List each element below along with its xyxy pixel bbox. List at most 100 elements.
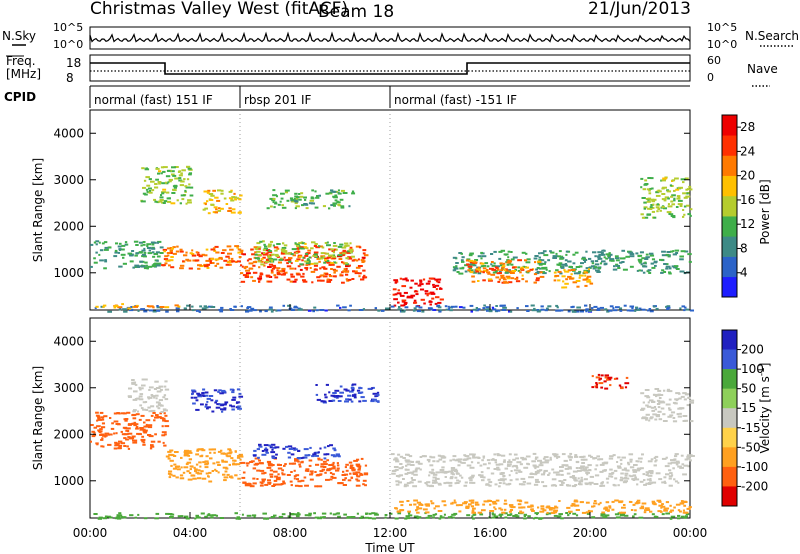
range-gate-cell: [416, 508, 419, 511]
range-gate-cell: [456, 271, 460, 273]
range-gate-cell: [117, 514, 123, 517]
range-gate-cell: [131, 382, 136, 385]
range-gate-cell: [143, 267, 149, 270]
range-gate-cell: [156, 259, 159, 262]
range-gate-cell: [406, 471, 411, 474]
range-gate-cell: [474, 503, 480, 506]
range-gate-cell: [228, 207, 232, 210]
range-gate-cell: [351, 192, 356, 195]
range-gate-cell: [271, 199, 276, 202]
range-gate-cell: [459, 267, 464, 270]
range-gate-cell: [326, 241, 329, 244]
range-gate-cell: [619, 307, 623, 310]
range-gate-cell: [241, 513, 244, 516]
range-gate-cell: [337, 455, 341, 458]
range-gate-cell: [645, 418, 648, 421]
range-gate-cell: [684, 515, 689, 518]
range-gate-cell: [371, 387, 374, 390]
range-gate-cell: [507, 514, 512, 517]
range-gate-cell: [103, 241, 108, 244]
range-gate-cell: [337, 189, 340, 192]
range-gate-cell: [399, 500, 404, 503]
range-gate-cell: [95, 251, 98, 254]
range-gate-cell: [536, 271, 542, 273]
range-gate-cell: [502, 265, 506, 268]
range-gate-cell: [236, 260, 242, 263]
range-gate-cell: [669, 414, 674, 417]
range-gate-cell: [575, 514, 579, 517]
range-gate-cell: [247, 309, 253, 312]
range-gate-cell: [276, 195, 279, 198]
range-gate-cell: [225, 263, 230, 266]
range-gate-cell: [682, 192, 687, 195]
range-gate-cell: [443, 456, 447, 459]
range-gate-cell: [132, 439, 135, 442]
range-gate-cell: [427, 514, 433, 517]
range-gate-cell: [302, 456, 305, 459]
range-gate-cell: [471, 481, 476, 484]
range-gate-cell: [397, 308, 403, 311]
range-gate-cell: [525, 261, 531, 264]
range-gate-cell: [404, 517, 408, 520]
range-gate-cell: [558, 513, 563, 516]
range-gate-cell: [142, 430, 147, 433]
range-gate-cell: [639, 261, 642, 264]
range-gate-cell: [312, 310, 315, 313]
range-gate-cell: [176, 468, 181, 471]
range-gate-cell: [463, 501, 468, 504]
range-gate-cell: [671, 194, 676, 197]
range-gate-cell: [684, 306, 687, 309]
range-gate-cell: [403, 291, 408, 294]
range-gate-cell: [504, 516, 508, 519]
range-gate-cell: [309, 199, 315, 202]
range-gate-cell: [297, 512, 300, 515]
range-gate-cell: [412, 470, 418, 473]
range-gate-cell: [238, 395, 244, 398]
range-gate-cell: [536, 309, 539, 311]
range-gate-cell: [96, 419, 99, 422]
range-gate-cell: [326, 244, 331, 247]
range-gate-cell: [495, 265, 501, 268]
range-gate-cell: [521, 278, 525, 281]
range-gate-cell: [432, 286, 436, 288]
range-gate-cell: [332, 254, 336, 257]
range-gate-cell: [259, 310, 262, 313]
range-gate-cell: [152, 263, 156, 266]
range-gate-cell: [491, 516, 496, 519]
range-gate-cell: [133, 240, 139, 243]
range-gate-cell: [593, 500, 597, 502]
range-gate-cell: [595, 383, 599, 386]
range-gate-cell: [147, 406, 151, 409]
range-gate-cell: [292, 462, 296, 465]
range-gate-cell: [572, 476, 577, 479]
range-gate-cell: [414, 290, 417, 293]
range-gate-cell: [344, 477, 347, 480]
range-gate-cell: [342, 261, 345, 264]
range-gate-cell: [494, 483, 498, 486]
range-gate-cell: [662, 420, 668, 422]
range-gate-cell: [150, 394, 154, 396]
range-gate-cell: [153, 253, 159, 255]
range-gate-cell: [185, 463, 189, 466]
range-gate-cell: [634, 309, 637, 312]
range-gate-cell: [610, 475, 614, 478]
range-gate-cell: [384, 516, 387, 519]
range-gate-cell: [431, 297, 435, 300]
range-gate-cell: [514, 268, 518, 271]
range-gate-cell: [284, 189, 290, 192]
range-gate-cell: [172, 189, 177, 192]
range-gate-cell: [143, 517, 148, 520]
range-gate-cell: [355, 463, 361, 466]
range-gate-cell: [257, 257, 261, 260]
range-gate-cell: [268, 243, 272, 246]
range-gate-cell: [200, 512, 205, 515]
range-gate-cell: [282, 480, 285, 483]
range-gate-cell: [181, 198, 185, 201]
range-gate-cell: [507, 461, 513, 463]
freq-label-line1: Freq.: [6, 54, 36, 68]
range-gate-cell: [677, 514, 681, 517]
range-gate-cell: [159, 417, 164, 420]
range-gate-cell: [426, 481, 431, 484]
range-gate-cell: [462, 306, 466, 309]
